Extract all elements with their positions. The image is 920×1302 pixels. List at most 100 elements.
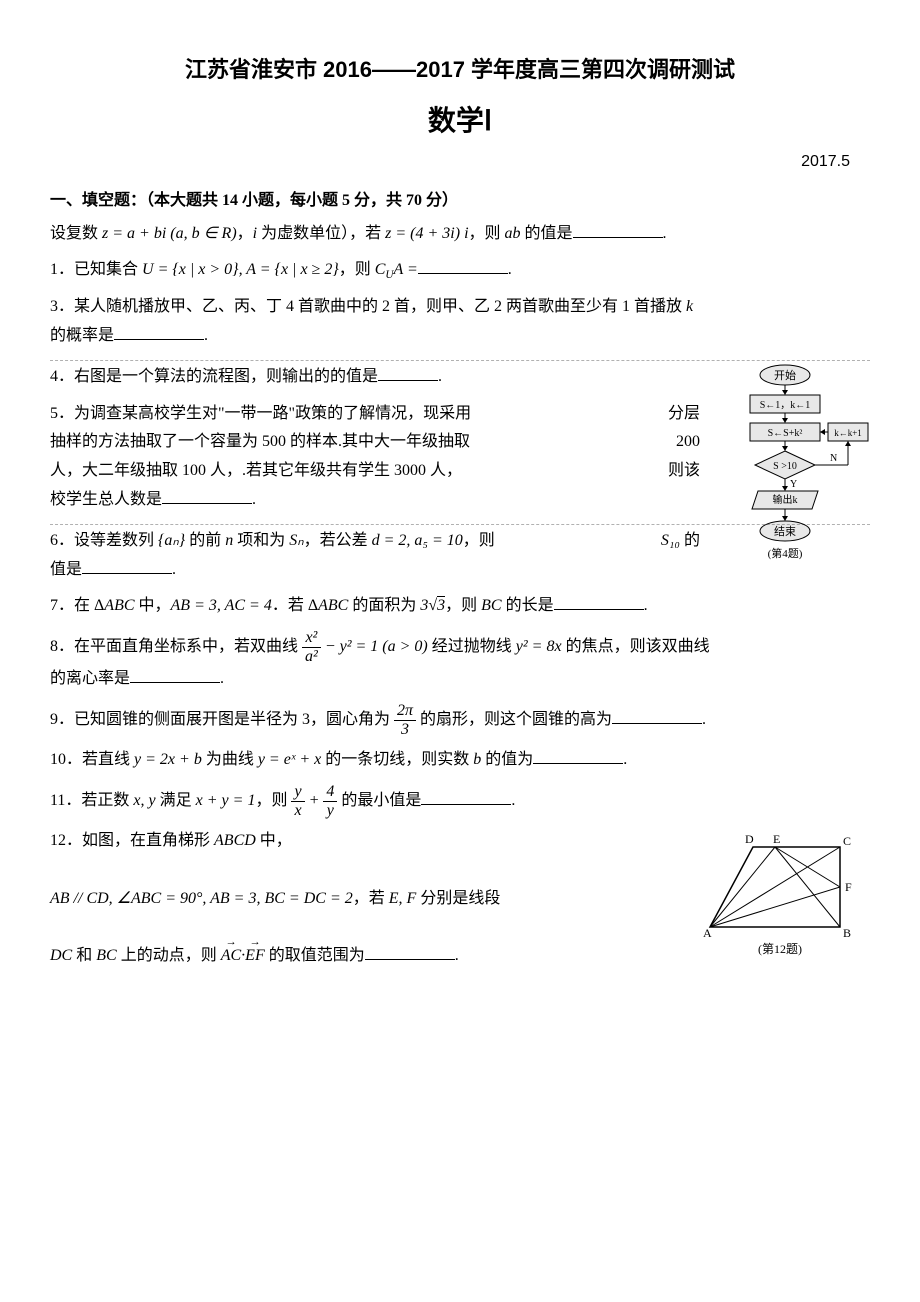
q3-period: . bbox=[204, 327, 208, 344]
q0-suffix: 的值是 bbox=[521, 225, 573, 242]
q9-period: . bbox=[702, 711, 706, 728]
q7-f1: ABC bbox=[104, 597, 134, 614]
exam-subtitle: 数学Ⅰ bbox=[50, 96, 870, 146]
flowchart-svg: 开始 S←1，k←1 S←S+k² k←k+1 S >10 N Y 输出k 结束… bbox=[710, 363, 870, 563]
q12-vec-ac: AC bbox=[221, 942, 241, 971]
blank bbox=[114, 323, 204, 340]
q12-bc: BC bbox=[96, 947, 116, 964]
q11-frac2: 4y bbox=[323, 783, 337, 819]
q0-mid3: ，则 bbox=[469, 225, 505, 242]
q8-line2: 的离心率是 bbox=[50, 670, 130, 687]
q6-mid3: ，若公差 bbox=[304, 532, 372, 549]
q7-mid4: ，则 bbox=[445, 597, 481, 614]
q3-var: k bbox=[686, 298, 693, 315]
q1-formula-1: U = {x | x > 0}, A = {x | x ≥ 2} bbox=[142, 261, 339, 278]
svg-text:S←1，k←1: S←1，k←1 bbox=[760, 400, 811, 411]
q11-prefix: 11．若正数 bbox=[50, 792, 133, 809]
q5-l1a: 5．为调查某高校学生对"一带一路"政策的了解情况，现采用 bbox=[50, 405, 471, 422]
blank bbox=[421, 788, 511, 805]
flowchart-figure: 开始 S←1，k←1 S←S+k² k←k+1 S >10 N Y 输出k 结束… bbox=[710, 363, 870, 571]
svg-text:输出k: 输出k bbox=[773, 493, 798, 506]
exam-title: 江苏省淮安市 2016——2017 学年度高三第四次调研测试 bbox=[50, 50, 870, 90]
q11-mid2: ，则 bbox=[255, 792, 291, 809]
blank bbox=[533, 747, 623, 764]
q7-f5: BC bbox=[481, 597, 501, 614]
svg-text:C: C bbox=[843, 834, 851, 848]
q12-period: . bbox=[455, 947, 459, 964]
q12-l2mid: ，若 bbox=[353, 890, 389, 907]
svg-text:开始: 开始 bbox=[774, 368, 796, 382]
q6-f1: {aₙ} bbox=[158, 532, 185, 549]
q1-period: . bbox=[508, 261, 512, 278]
q7-period: . bbox=[644, 597, 648, 614]
q6-f5: S₁₀ bbox=[661, 532, 680, 549]
q7-prefix: 7．在 Δ bbox=[50, 597, 104, 614]
question-11: 11．若正数 x, y 满足 x + y = 1，则 yx + 4y 的最小值是… bbox=[50, 783, 870, 819]
q6-period: . bbox=[172, 561, 176, 578]
q11-frac1: yx bbox=[291, 783, 304, 819]
q10-mid2: 的一条切线，则实数 bbox=[321, 751, 473, 768]
svg-text:N: N bbox=[830, 453, 837, 464]
svg-text:D: D bbox=[745, 832, 754, 846]
question-7: 7．在 ΔABC 中，AB = 3, AC = 4．若 ΔABC 的面积为 3√… bbox=[50, 592, 870, 621]
q4-text: 4．右图是一个算法的流程图，则输出的的值是 bbox=[50, 368, 378, 385]
q12-abcd: ABCD bbox=[214, 832, 256, 849]
blank bbox=[418, 257, 508, 274]
q5-l1b: 分层 bbox=[668, 400, 700, 429]
q5-l2a: 抽样的方法抽取了一个容量为 500 的样本.其中大一年级抽取 bbox=[50, 433, 470, 450]
q6-f2: n bbox=[225, 532, 233, 549]
q1-formula-2: CUA = bbox=[375, 261, 418, 278]
q8-mid2: 的焦点，则该双曲线 bbox=[562, 638, 710, 655]
q7-f4: 3√3 bbox=[420, 596, 445, 614]
q12-l3m2: 上的动点，则 bbox=[117, 947, 221, 964]
svg-text:E: E bbox=[773, 832, 780, 846]
question-8: 8．在平面直角坐标系中，若双曲线 x²a² − y² = 1 (a > 0) 经… bbox=[50, 629, 870, 694]
q10-f1: y = 2x + b bbox=[134, 751, 202, 768]
q5-l2b: 200 bbox=[676, 428, 700, 457]
svg-text:S←S+k²: S←S+k² bbox=[768, 428, 803, 439]
blank bbox=[573, 221, 663, 238]
q5-l3b: 则该 bbox=[668, 457, 700, 486]
q10-f2: y = eˣ + x bbox=[258, 751, 321, 768]
q8-f1: − y² = 1 (a > 0) bbox=[321, 638, 428, 655]
q8-period: . bbox=[220, 670, 224, 687]
blank bbox=[554, 593, 644, 610]
q12-line1: 12．如图，在直角梯形 bbox=[50, 832, 214, 849]
q7-suffix: 的长是 bbox=[502, 597, 554, 614]
q12-f1: AB // CD, ∠ABC = 90°, AB = 3, BC = DC = … bbox=[50, 890, 353, 907]
question-9: 9．已知圆锥的侧面展开图是半径为 3，圆心角为 2π3 的扇形，则这个圆锥的高为… bbox=[50, 702, 870, 738]
q9-suffix: 的扇形，则这个圆锥的高为 bbox=[416, 711, 612, 728]
q11-plus: + bbox=[305, 792, 324, 809]
q11-f1: x, y bbox=[133, 792, 155, 809]
q5-l4: 校学生总人数是 bbox=[50, 491, 162, 508]
question-0: 设复数 z = a + bi (a, b ∈ R)，i 为虚数单位），若 z =… bbox=[50, 220, 870, 249]
q10-suffix: 的值为 bbox=[481, 751, 533, 768]
q10-mid1: 为曲线 bbox=[202, 751, 258, 768]
blank bbox=[162, 487, 252, 504]
svg-text:F: F bbox=[845, 880, 852, 894]
q7-mid2: ．若 Δ bbox=[272, 597, 318, 614]
svg-text:S >10: S >10 bbox=[773, 461, 797, 472]
q11-mid1: 满足 bbox=[156, 792, 196, 809]
q8-f2: y² = 8x bbox=[516, 638, 562, 655]
q4-period: . bbox=[438, 368, 442, 385]
svg-text:(第4题): (第4题) bbox=[768, 546, 803, 560]
svg-text:Y: Y bbox=[790, 479, 797, 490]
blank bbox=[378, 364, 438, 381]
q12-vec-ef: EF bbox=[245, 942, 265, 971]
blank bbox=[82, 557, 172, 574]
q0-formula-4: ab bbox=[505, 225, 521, 242]
q7-f2: AB = 3, AC = 4 bbox=[171, 597, 272, 614]
q7-f3: ABC bbox=[318, 597, 348, 614]
dotted-divider bbox=[50, 523, 870, 525]
q6-prefix: 6．设等差数列 bbox=[50, 532, 158, 549]
q3-line2: 的概率是 bbox=[50, 327, 114, 344]
blank bbox=[365, 943, 455, 960]
q5-period: . bbox=[252, 491, 256, 508]
section-heading: 一、填空题：（本大题共 14 小题，每小题 5 分，共 70 分） bbox=[50, 187, 870, 216]
geometry-figure: A B C D E F (第12题) bbox=[690, 827, 870, 965]
q10-period: . bbox=[623, 751, 627, 768]
q12-l3suf: 的取值范围为 bbox=[265, 947, 365, 964]
q11-suffix: 的最小值是 bbox=[337, 792, 421, 809]
q7-mid1: 中， bbox=[135, 597, 171, 614]
